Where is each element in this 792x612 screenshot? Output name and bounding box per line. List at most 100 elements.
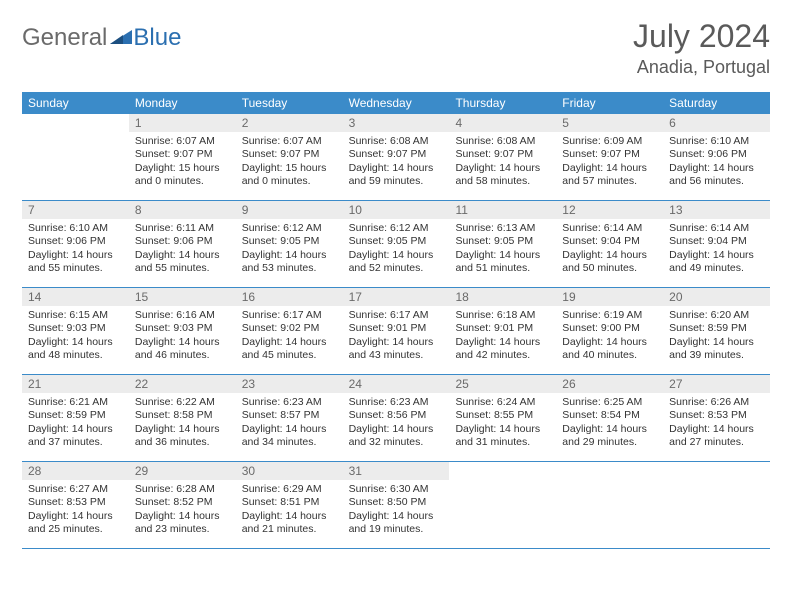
day-cell bbox=[449, 462, 556, 548]
daylight-line: Daylight: 14 hours and 36 minutes. bbox=[135, 423, 230, 450]
daylight-line: Daylight: 14 hours and 57 minutes. bbox=[562, 162, 657, 189]
day-cell: 15Sunrise: 6:16 AMSunset: 9:03 PMDayligh… bbox=[129, 288, 236, 374]
day-number: 4 bbox=[449, 114, 556, 132]
day-number: 3 bbox=[343, 114, 450, 132]
sunrise-line: Sunrise: 6:19 AM bbox=[562, 309, 657, 322]
day-number: 24 bbox=[343, 375, 450, 393]
day-cell: 19Sunrise: 6:19 AMSunset: 9:00 PMDayligh… bbox=[556, 288, 663, 374]
day-cell: 31Sunrise: 6:30 AMSunset: 8:50 PMDayligh… bbox=[343, 462, 450, 548]
dow-cell: Friday bbox=[556, 92, 663, 114]
day-number: 12 bbox=[556, 201, 663, 219]
daylight-line: Daylight: 14 hours and 43 minutes. bbox=[349, 336, 444, 363]
day-body: Sunrise: 6:14 AMSunset: 9:04 PMDaylight:… bbox=[556, 219, 663, 280]
daylight-line: Daylight: 14 hours and 37 minutes. bbox=[28, 423, 123, 450]
day-cell bbox=[663, 462, 770, 548]
sunset-line: Sunset: 8:51 PM bbox=[242, 496, 337, 509]
daylight-line: Daylight: 14 hours and 52 minutes. bbox=[349, 249, 444, 276]
day-cell: 17Sunrise: 6:17 AMSunset: 9:01 PMDayligh… bbox=[343, 288, 450, 374]
sunset-line: Sunset: 8:53 PM bbox=[669, 409, 764, 422]
day-cell: 13Sunrise: 6:14 AMSunset: 9:04 PMDayligh… bbox=[663, 201, 770, 287]
sunset-line: Sunset: 9:07 PM bbox=[242, 148, 337, 161]
daylight-line: Daylight: 14 hours and 34 minutes. bbox=[242, 423, 337, 450]
week-row: 28Sunrise: 6:27 AMSunset: 8:53 PMDayligh… bbox=[22, 462, 770, 549]
dow-header-row: SundayMondayTuesdayWednesdayThursdayFrid… bbox=[22, 92, 770, 114]
day-number: 31 bbox=[343, 462, 450, 480]
sunset-line: Sunset: 9:04 PM bbox=[669, 235, 764, 248]
sunrise-line: Sunrise: 6:17 AM bbox=[349, 309, 444, 322]
sunset-line: Sunset: 8:58 PM bbox=[135, 409, 230, 422]
sunrise-line: Sunrise: 6:11 AM bbox=[135, 222, 230, 235]
week-row: 7Sunrise: 6:10 AMSunset: 9:06 PMDaylight… bbox=[22, 201, 770, 288]
daylight-line: Daylight: 14 hours and 25 minutes. bbox=[28, 510, 123, 537]
day-number: 8 bbox=[129, 201, 236, 219]
sunrise-line: Sunrise: 6:21 AM bbox=[28, 396, 123, 409]
day-body: Sunrise: 6:14 AMSunset: 9:04 PMDaylight:… bbox=[663, 219, 770, 280]
day-cell: 21Sunrise: 6:21 AMSunset: 8:59 PMDayligh… bbox=[22, 375, 129, 461]
day-body: Sunrise: 6:30 AMSunset: 8:50 PMDaylight:… bbox=[343, 480, 450, 541]
daylight-line: Daylight: 14 hours and 58 minutes. bbox=[455, 162, 550, 189]
sunrise-line: Sunrise: 6:08 AM bbox=[455, 135, 550, 148]
day-body: Sunrise: 6:15 AMSunset: 9:03 PMDaylight:… bbox=[22, 306, 129, 367]
sunrise-line: Sunrise: 6:10 AM bbox=[28, 222, 123, 235]
week-row: 1Sunrise: 6:07 AMSunset: 9:07 PMDaylight… bbox=[22, 114, 770, 201]
day-cell: 24Sunrise: 6:23 AMSunset: 8:56 PMDayligh… bbox=[343, 375, 450, 461]
day-body: Sunrise: 6:10 AMSunset: 9:06 PMDaylight:… bbox=[22, 219, 129, 280]
day-cell: 23Sunrise: 6:23 AMSunset: 8:57 PMDayligh… bbox=[236, 375, 343, 461]
daylight-line: Daylight: 14 hours and 51 minutes. bbox=[455, 249, 550, 276]
title-block: July 2024 Anadia, Portugal bbox=[633, 18, 770, 78]
weeks-container: 1Sunrise: 6:07 AMSunset: 9:07 PMDaylight… bbox=[22, 114, 770, 549]
sunset-line: Sunset: 9:05 PM bbox=[455, 235, 550, 248]
day-body: Sunrise: 6:22 AMSunset: 8:58 PMDaylight:… bbox=[129, 393, 236, 454]
day-body: Sunrise: 6:08 AMSunset: 9:07 PMDaylight:… bbox=[449, 132, 556, 193]
daylight-line: Daylight: 14 hours and 21 minutes. bbox=[242, 510, 337, 537]
day-number: 26 bbox=[556, 375, 663, 393]
day-body: Sunrise: 6:08 AMSunset: 9:07 PMDaylight:… bbox=[343, 132, 450, 193]
sunrise-line: Sunrise: 6:22 AM bbox=[135, 396, 230, 409]
logo-mark-icon bbox=[110, 24, 132, 52]
sunset-line: Sunset: 8:56 PM bbox=[349, 409, 444, 422]
day-body: Sunrise: 6:23 AMSunset: 8:57 PMDaylight:… bbox=[236, 393, 343, 454]
day-body: Sunrise: 6:17 AMSunset: 9:02 PMDaylight:… bbox=[236, 306, 343, 367]
day-cell bbox=[556, 462, 663, 548]
day-cell: 1Sunrise: 6:07 AMSunset: 9:07 PMDaylight… bbox=[129, 114, 236, 200]
sunrise-line: Sunrise: 6:12 AM bbox=[349, 222, 444, 235]
location: Anadia, Portugal bbox=[633, 57, 770, 78]
sunrise-line: Sunrise: 6:29 AM bbox=[242, 483, 337, 496]
day-body: Sunrise: 6:07 AMSunset: 9:07 PMDaylight:… bbox=[129, 132, 236, 193]
day-cell: 30Sunrise: 6:29 AMSunset: 8:51 PMDayligh… bbox=[236, 462, 343, 548]
daylight-line: Daylight: 14 hours and 48 minutes. bbox=[28, 336, 123, 363]
daylight-line: Daylight: 14 hours and 49 minutes. bbox=[669, 249, 764, 276]
sunrise-line: Sunrise: 6:09 AM bbox=[562, 135, 657, 148]
sunset-line: Sunset: 9:03 PM bbox=[135, 322, 230, 335]
sunrise-line: Sunrise: 6:14 AM bbox=[669, 222, 764, 235]
sunrise-line: Sunrise: 6:07 AM bbox=[135, 135, 230, 148]
sunset-line: Sunset: 8:59 PM bbox=[28, 409, 123, 422]
daylight-line: Daylight: 14 hours and 46 minutes. bbox=[135, 336, 230, 363]
sunset-line: Sunset: 9:05 PM bbox=[242, 235, 337, 248]
sunrise-line: Sunrise: 6:20 AM bbox=[669, 309, 764, 322]
day-number: 18 bbox=[449, 288, 556, 306]
day-body: Sunrise: 6:11 AMSunset: 9:06 PMDaylight:… bbox=[129, 219, 236, 280]
daylight-line: Daylight: 14 hours and 53 minutes. bbox=[242, 249, 337, 276]
day-body: Sunrise: 6:18 AMSunset: 9:01 PMDaylight:… bbox=[449, 306, 556, 367]
sunrise-line: Sunrise: 6:17 AM bbox=[242, 309, 337, 322]
sunset-line: Sunset: 9:05 PM bbox=[349, 235, 444, 248]
sunrise-line: Sunrise: 6:14 AM bbox=[562, 222, 657, 235]
week-row: 14Sunrise: 6:15 AMSunset: 9:03 PMDayligh… bbox=[22, 288, 770, 375]
calendar: SundayMondayTuesdayWednesdayThursdayFrid… bbox=[22, 92, 770, 549]
day-number: 9 bbox=[236, 201, 343, 219]
sunrise-line: Sunrise: 6:08 AM bbox=[349, 135, 444, 148]
daylight-line: Daylight: 14 hours and 45 minutes. bbox=[242, 336, 337, 363]
day-body: Sunrise: 6:21 AMSunset: 8:59 PMDaylight:… bbox=[22, 393, 129, 454]
dow-cell: Tuesday bbox=[236, 92, 343, 114]
day-cell: 12Sunrise: 6:14 AMSunset: 9:04 PMDayligh… bbox=[556, 201, 663, 287]
day-number: 13 bbox=[663, 201, 770, 219]
daylight-line: Daylight: 14 hours and 56 minutes. bbox=[669, 162, 764, 189]
day-number: 23 bbox=[236, 375, 343, 393]
daylight-line: Daylight: 14 hours and 42 minutes. bbox=[455, 336, 550, 363]
sunset-line: Sunset: 9:07 PM bbox=[455, 148, 550, 161]
day-body: Sunrise: 6:25 AMSunset: 8:54 PMDaylight:… bbox=[556, 393, 663, 454]
day-body: Sunrise: 6:26 AMSunset: 8:53 PMDaylight:… bbox=[663, 393, 770, 454]
daylight-line: Daylight: 14 hours and 40 minutes. bbox=[562, 336, 657, 363]
day-cell: 4Sunrise: 6:08 AMSunset: 9:07 PMDaylight… bbox=[449, 114, 556, 200]
